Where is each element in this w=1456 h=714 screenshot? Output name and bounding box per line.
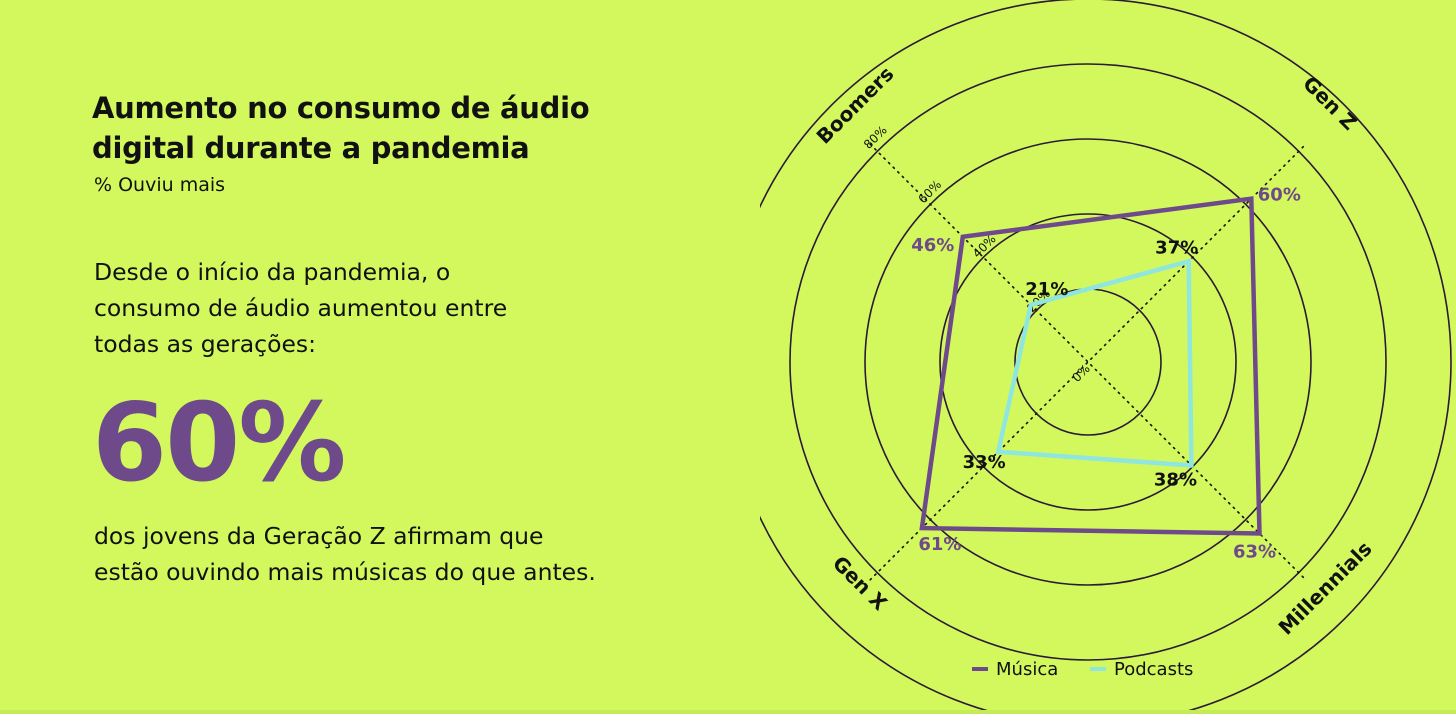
data-label-podcasts: 37% [1155,237,1198,258]
intro-line-3: todas as gerações: [94,330,317,358]
intro-paragraph: Desde o início da pandemia, o consumo de… [94,254,654,362]
category-label: Millennials [1274,537,1377,640]
outro-paragraph: dos jovens da Geração Z afirmam que estã… [94,518,694,590]
radar-ring-4 [760,0,1452,714]
legend-label-podcasts: Podcasts [1114,659,1193,680]
radar-ring-3 [789,63,1387,661]
radar-chart: 0%20%40%60%80%60%63%61%46% 37%38%33%21%Ge… [760,0,1452,714]
data-label-podcasts: 21% [1025,279,1068,300]
intro-line-1: Desde o início da pandemia, o [94,258,451,286]
outro-line-1: dos jovens da Geração Z afirmam que [94,522,544,550]
radar-axis-boomers-millennials [869,143,1307,581]
data-label-musica: 61% [918,534,961,555]
radar-ring-1 [939,213,1237,511]
bottom-divider [0,710,1456,714]
outro-line-2: estão ouvindo mais músicas do que antes. [94,558,596,586]
radar-ring-tick-label: 60% [915,177,944,206]
title-line-2: digital durante a pandemia [92,131,530,165]
data-label-musica: 63% [1233,542,1276,563]
title-line-1: Aumento no consumo de áudio [92,91,590,125]
highlight-stat: 60% [92,381,347,506]
radar-series-musica [919,196,1262,536]
radar-ring-2 [864,138,1312,586]
page-subtitle: % Ouviu mais [94,174,226,196]
radar-ring-tick-label: 0% [1069,361,1092,384]
intro-line-2: consumo de áudio aumentou entre [94,294,508,322]
page-title: Aumento no consumo de áudio digital dura… [92,88,590,168]
category-label: Gen X [828,551,892,615]
category-label: Gen Z [1298,71,1361,134]
data-label-podcasts: 33% [963,452,1006,473]
text-panel: Aumento no consumo de áudio digital dura… [92,88,694,590]
data-label-musica: 46% [911,235,954,256]
radar-ring-tick-label: 80% [861,123,890,152]
data-label-musica: 60% [1258,185,1301,206]
legend-label-musica: Música [996,659,1058,680]
data-label-podcasts: 38% [1154,469,1197,490]
radar-series-podcasts [995,258,1194,468]
radar-axis-genx-genz [869,143,1307,581]
